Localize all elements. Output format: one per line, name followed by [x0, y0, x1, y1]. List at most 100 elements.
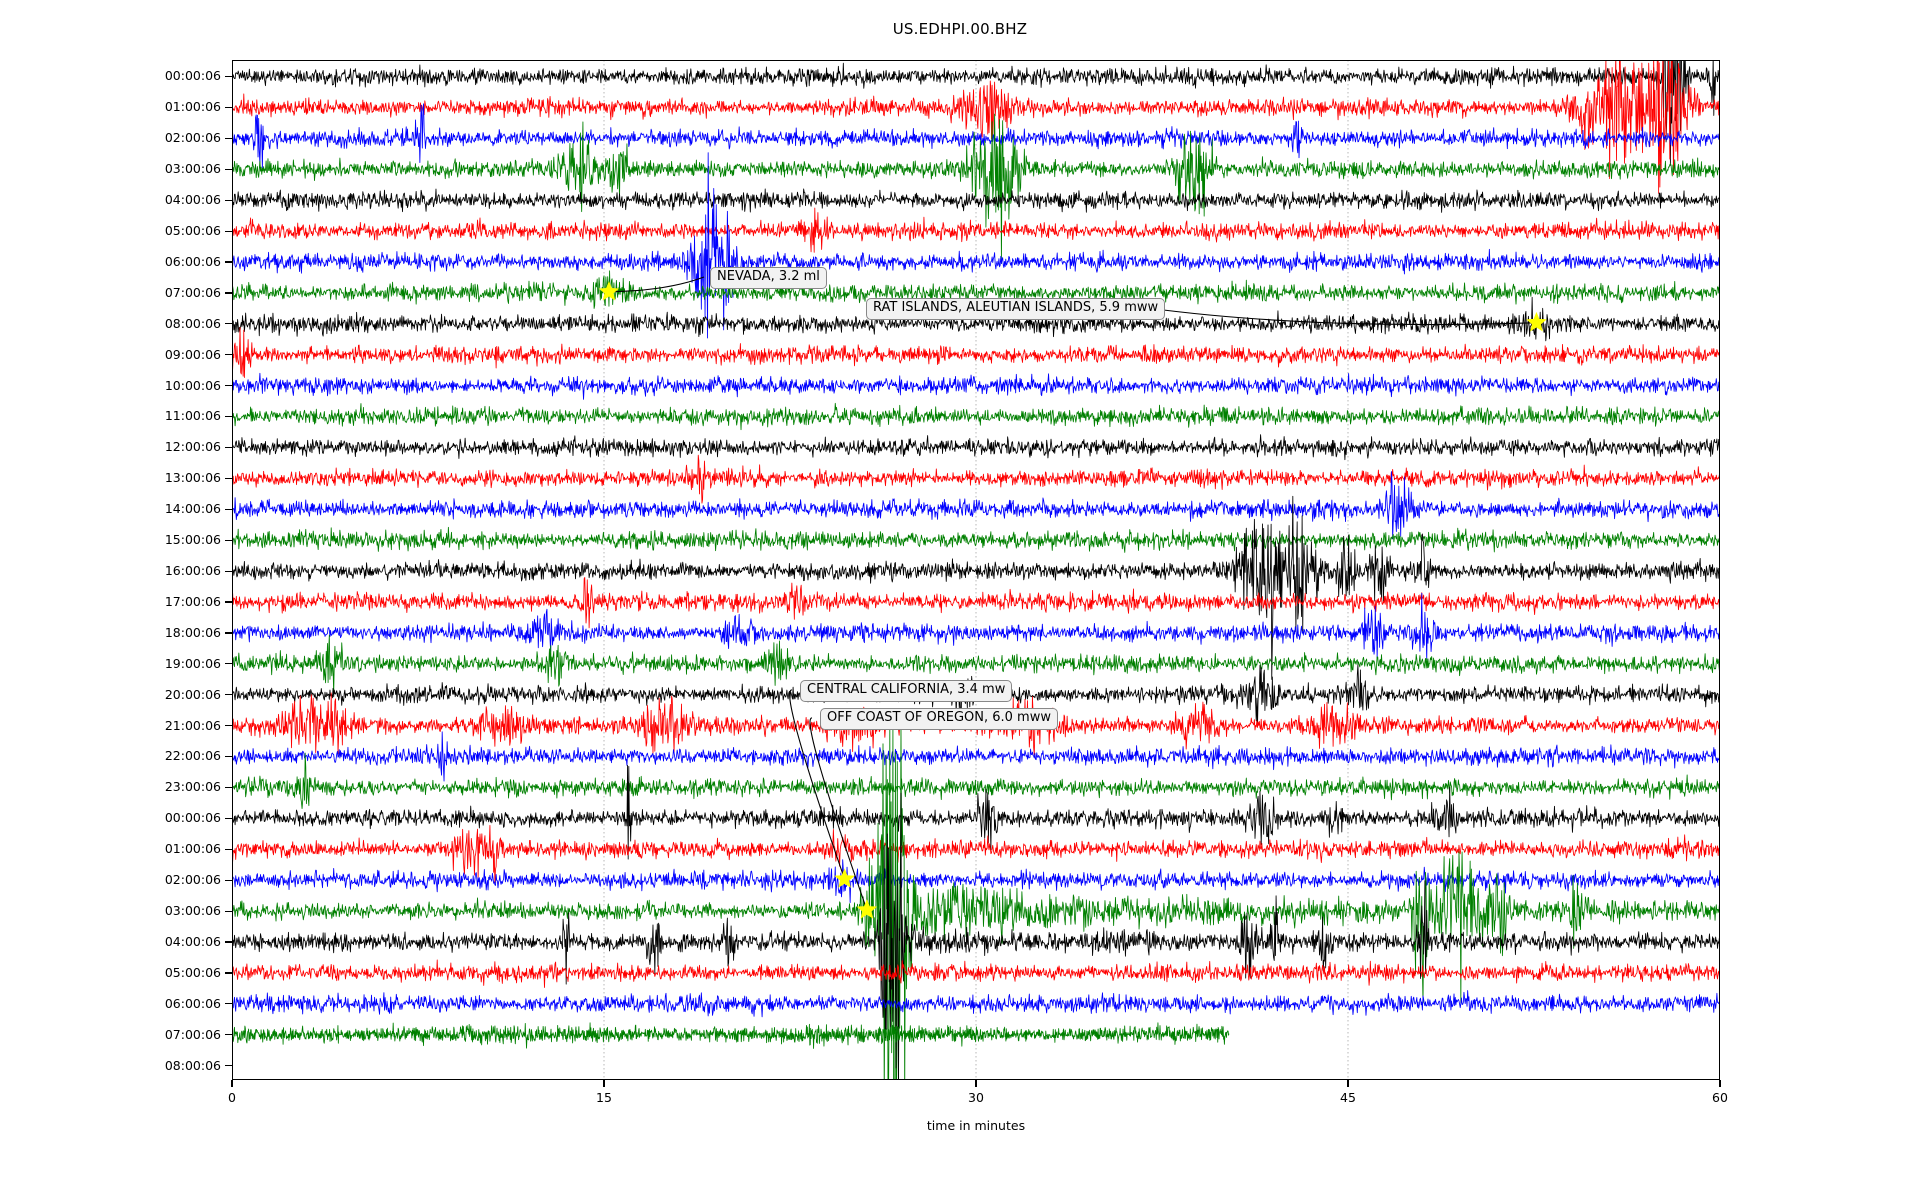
y-axis-tick-label: 07:00:06 [164, 284, 221, 300]
x-axis-tick-label: 60 [1712, 1090, 1728, 1105]
plot-axes [232, 60, 1720, 1080]
trace-line [232, 454, 1720, 504]
y-axis-tick-label: 18:00:06 [164, 624, 221, 640]
trace-line [232, 725, 1720, 1080]
trace-line [232, 495, 1720, 680]
trace-line [232, 752, 1720, 809]
y-axis-tick-label: 17:00:06 [164, 593, 221, 609]
y-axis-tick [225, 632, 232, 634]
x-axis-tick-label: 30 [968, 1090, 984, 1105]
y-axis-tick [225, 446, 232, 449]
trace-line [232, 372, 1720, 400]
y-axis-tick [225, 508, 232, 510]
annotation-leader-line [809, 717, 868, 911]
y-axis-tick-label: 21:00:06 [164, 717, 221, 733]
y-axis-tick [225, 570, 232, 572]
event-star-marker[interactable] [1526, 311, 1547, 332]
trace-line [232, 959, 1720, 988]
y-axis-tick-label: 20:00:06 [164, 686, 221, 702]
trace-line [232, 207, 1720, 253]
y-axis-tick [225, 385, 232, 387]
y-axis-tick-label: 03:00:06 [164, 903, 221, 918]
y-axis-tick-label: 01:00:06 [164, 841, 221, 857]
trace-line [232, 60, 1720, 166]
event-star-marker[interactable] [598, 281, 620, 301]
y-axis-tick-label: 03:00:06 [164, 161, 221, 177]
trace-line [232, 402, 1720, 431]
trace-line [232, 434, 1720, 461]
y-axis-tick [225, 261, 232, 263]
y-axis-tick [225, 415, 232, 418]
trace-line [232, 60, 1720, 194]
y-axis-tick-label: 07:00:06 [164, 1026, 221, 1042]
event-label[interactable]: RAT ISLANDS, ALEUTIAN ISLANDS, 5.9 mww [866, 298, 1166, 320]
y-axis-tick-label: 06:00:06 [164, 995, 221, 1011]
x-axis-tick-label: 45 [1340, 1090, 1356, 1105]
y-axis-tick-label: 02:00:06 [164, 872, 221, 888]
trace-line [232, 270, 1720, 309]
x-axis-tick [603, 1080, 605, 1087]
trace-line [232, 113, 1720, 265]
y-axis-tick-label: 14:00:06 [164, 501, 221, 517]
y-axis-tick-label: 13:00:06 [164, 470, 221, 486]
y-axis-tick [225, 1034, 232, 1036]
annotation-leader-line [1147, 307, 1537, 326]
y-axis-tick [225, 941, 232, 943]
y-axis-tick [225, 539, 232, 541]
y-axis-tick [225, 755, 232, 758]
y-axis-tick [225, 663, 232, 665]
event-label[interactable]: OFF COAST OF OREGON, 6.0 mww [820, 708, 1058, 730]
y-axis-tick [225, 292, 232, 294]
y-axis-tick [225, 694, 232, 696]
seismogram-traces [232, 60, 1720, 1080]
y-axis-tick [225, 848, 232, 850]
x-axis-tick-label: 0 [228, 1090, 236, 1105]
event-label[interactable]: CENTRAL CALIFORNIA, 3.4 mw [800, 680, 1013, 702]
y-axis-tick-label: 02:00:06 [164, 130, 221, 146]
trace-line [232, 764, 1720, 860]
trace-line [232, 526, 1720, 553]
y-axis-tick [225, 1065, 232, 1067]
trace-line [232, 188, 1720, 213]
trace-line [232, 990, 1720, 1018]
y-axis-tick-label: 05:00:06 [164, 964, 221, 980]
x-axis-tick [975, 1080, 977, 1087]
trace-line [232, 296, 1720, 342]
y-axis-tick [225, 725, 232, 727]
page-title: US.EDHPI.00.BHZ [892, 20, 1028, 38]
y-axis-tick [225, 199, 232, 201]
y-axis-tick [225, 75, 232, 78]
trace-line [232, 1022, 1230, 1049]
y-axis-tick-label: 06:00:06 [164, 253, 221, 269]
y-axis-tick [225, 477, 232, 479]
trace-line [232, 824, 1720, 884]
y-axis-tick [225, 1003, 232, 1005]
y-axis-tick-label: 22:00:06 [164, 748, 221, 764]
x-axis-tick [1719, 1080, 1721, 1087]
y-axis-tick [225, 601, 232, 603]
y-axis-tick [225, 879, 232, 881]
y-axis-tick [225, 230, 232, 232]
y-axis-tick-label: 08:00:06 [164, 315, 221, 331]
y-axis-tick-label: 23:00:06 [164, 779, 221, 795]
trace-line [232, 152, 1720, 339]
y-axis-tick-label: 08:00:06 [164, 1057, 221, 1073]
x-axis-tick-label: 15 [596, 1090, 612, 1105]
y-axis-tick [225, 137, 232, 139]
event-star-marker[interactable] [834, 868, 855, 888]
trace-line [232, 731, 1720, 782]
event-star-marker[interactable] [856, 899, 878, 919]
event-label[interactable]: NEVADA, 3.2 ml [710, 267, 827, 289]
y-axis-tick-label: 09:00:06 [164, 346, 221, 362]
x-axis-tick [1347, 1080, 1349, 1087]
x-axis-label: time in minutes [926, 1118, 1026, 1133]
y-axis-tick [225, 786, 232, 789]
y-axis-tick-label: 04:00:06 [164, 933, 221, 949]
y-axis-tick-label: 11:00:06 [164, 408, 221, 424]
y-axis-tick-label: 00:00:06 [164, 810, 221, 826]
trace-line [232, 577, 1720, 629]
y-axis-tick [225, 817, 232, 819]
trace-line [232, 471, 1720, 540]
y-axis-tick-label: 01:00:06 [164, 99, 221, 115]
y-axis-tick [225, 323, 232, 325]
